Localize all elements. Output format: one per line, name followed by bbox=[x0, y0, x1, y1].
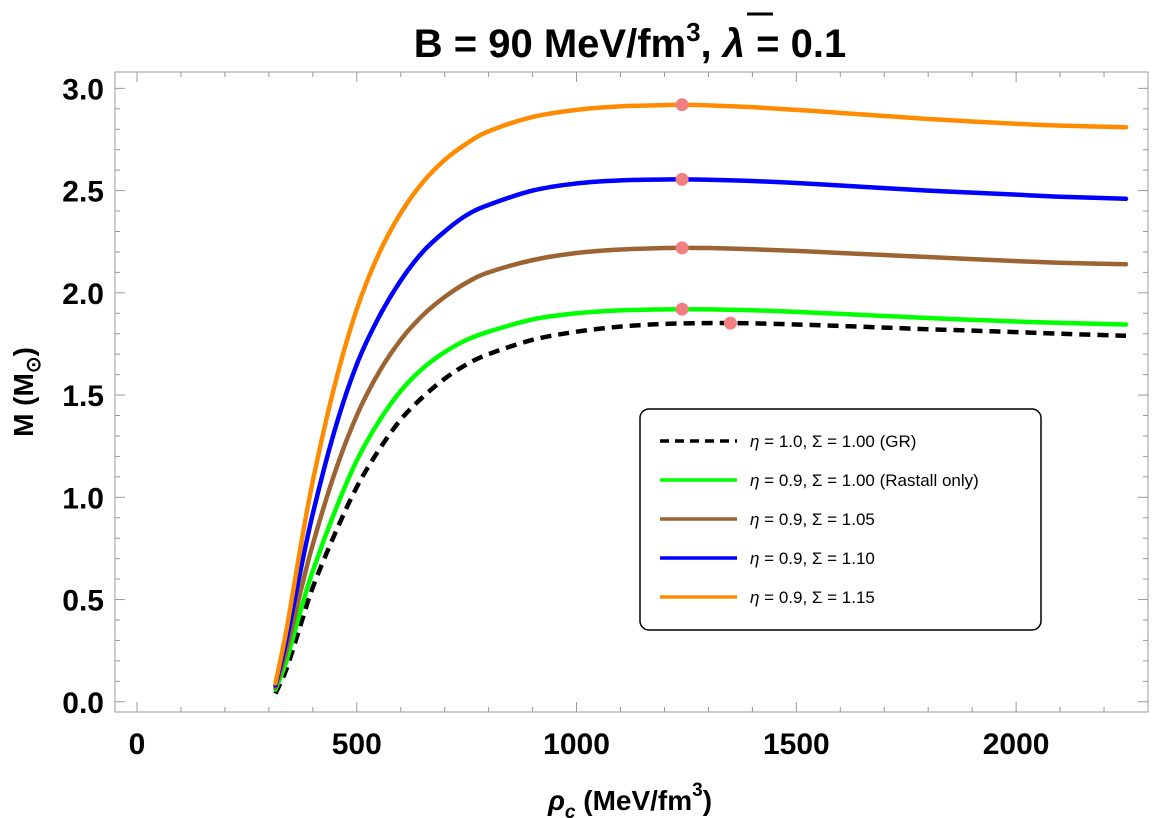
x-tick-label: 2000 bbox=[983, 728, 1050, 761]
series-line-0 bbox=[273, 320, 1127, 695]
y-tick-label: 1.5 bbox=[62, 380, 104, 413]
legend-label-4: η = 0.9, Σ = 1.15 bbox=[750, 588, 875, 607]
legend-label-3: η = 0.9, Σ = 1.10 bbox=[750, 549, 875, 568]
axis-ticks bbox=[115, 72, 1149, 712]
legend-label-1: η = 0.9, Σ = 1.00 (Rastall only) bbox=[750, 471, 979, 490]
y-tick-label: 1.0 bbox=[62, 482, 104, 515]
y-tick-label: 0.5 bbox=[62, 585, 104, 618]
series-line-3 bbox=[273, 177, 1129, 688]
legend-box bbox=[639, 408, 1042, 631]
max-mass-marker-3 bbox=[675, 172, 689, 186]
legend-label-0: η = 1.0, Σ = 1.00 (GR) bbox=[750, 432, 916, 451]
series-line-1 bbox=[273, 306, 1129, 692]
x-tick-label: 500 bbox=[332, 728, 382, 761]
max-mass-marker-2 bbox=[675, 241, 689, 255]
y-tick-label: 3.0 bbox=[62, 73, 104, 106]
x-tick-label: 1000 bbox=[543, 728, 610, 761]
series-line-4 bbox=[273, 102, 1129, 686]
series-lines bbox=[273, 102, 1129, 695]
x-tick-label: 0 bbox=[129, 728, 146, 761]
max-mass-markers bbox=[675, 98, 737, 330]
max-mass-marker-0 bbox=[723, 316, 737, 330]
y-axis-label: M (M⊙) bbox=[8, 347, 45, 437]
y-tick-label: 2.5 bbox=[62, 176, 104, 209]
x-tick-labels: 0 500 1000 1500 2000 bbox=[129, 728, 1050, 761]
max-mass-marker-4 bbox=[675, 98, 689, 112]
legend-label-2: η = 0.9, Σ = 1.05 bbox=[750, 510, 875, 529]
plot-frame bbox=[114, 71, 1149, 713]
x-tick-label: 1500 bbox=[763, 728, 830, 761]
x-axis-label: ρc (MeV/fm3) bbox=[547, 780, 712, 818]
lambda-symbol: λ bbox=[721, 22, 745, 66]
legend-entries: η = 1.0, Σ = 1.00 (GR) η = 0.9, Σ = 1.00 … bbox=[660, 432, 979, 607]
chart-title: B = 90 MeV/fm3, λ = 0.1 bbox=[414, 17, 846, 66]
y-tick-labels: 0.0 0.5 1.0 1.5 2.0 2.5 3.0 bbox=[62, 73, 104, 719]
max-mass-marker-1 bbox=[675, 302, 689, 316]
legend: η = 1.0, Σ = 1.00 (GR) η = 0.9, Σ = 1.00 … bbox=[639, 408, 1042, 631]
y-tick-label: 2.0 bbox=[62, 278, 104, 311]
series-line-2 bbox=[273, 245, 1129, 690]
y-tick-label: 0.0 bbox=[62, 687, 104, 720]
